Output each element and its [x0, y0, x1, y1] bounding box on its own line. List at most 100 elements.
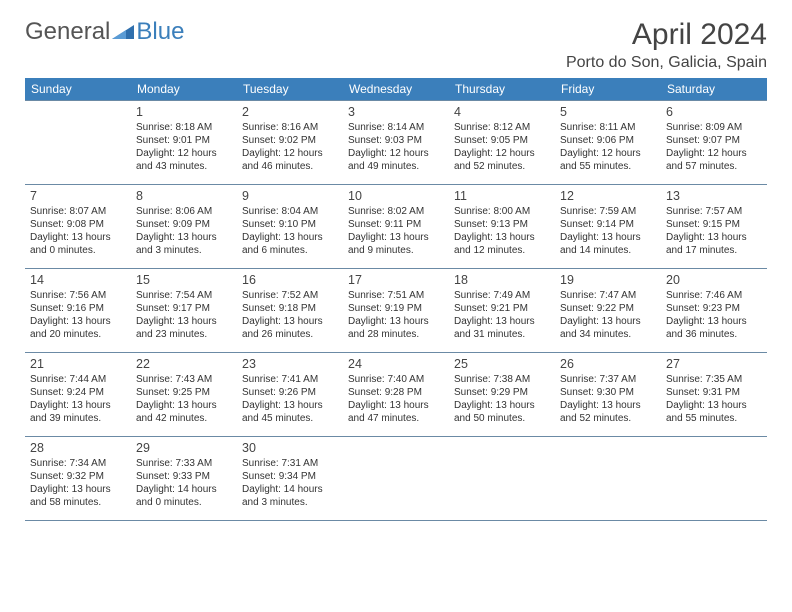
logo-text-1: General [25, 18, 110, 46]
day-number: 15 [136, 272, 232, 288]
sunset-text: Sunset: 9:34 PM [242, 470, 338, 483]
sunset-text: Sunset: 9:18 PM [242, 302, 338, 315]
day-number: 16 [242, 272, 338, 288]
calendar-cell: 8Sunrise: 8:06 AMSunset: 9:09 PMDaylight… [131, 185, 237, 269]
calendar-cell: 25Sunrise: 7:38 AMSunset: 9:29 PMDayligh… [449, 353, 555, 437]
daylight-text: Daylight: 13 hours and 6 minutes. [242, 231, 338, 257]
day-number: 1 [136, 104, 232, 120]
sunset-text: Sunset: 9:25 PM [136, 386, 232, 399]
daylight-text: Daylight: 13 hours and 23 minutes. [136, 315, 232, 341]
calendar-row: 14Sunrise: 7:56 AMSunset: 9:16 PMDayligh… [25, 269, 767, 353]
daylight-text: Daylight: 14 hours and 0 minutes. [136, 483, 232, 509]
sunrise-text: Sunrise: 7:49 AM [454, 289, 550, 302]
logo: General Blue [25, 18, 184, 46]
sunrise-text: Sunrise: 7:44 AM [30, 373, 126, 386]
sunrise-text: Sunrise: 8:07 AM [30, 205, 126, 218]
sunrise-text: Sunrise: 7:59 AM [560, 205, 656, 218]
sunrise-text: Sunrise: 7:41 AM [242, 373, 338, 386]
calendar-cell: 4Sunrise: 8:12 AMSunset: 9:05 PMDaylight… [449, 101, 555, 185]
sunset-text: Sunset: 9:31 PM [666, 386, 762, 399]
sunrise-text: Sunrise: 8:04 AM [242, 205, 338, 218]
sunset-text: Sunset: 9:01 PM [136, 134, 232, 147]
daylight-text: Daylight: 13 hours and 45 minutes. [242, 399, 338, 425]
sunset-text: Sunset: 9:17 PM [136, 302, 232, 315]
sunset-text: Sunset: 9:03 PM [348, 134, 444, 147]
day-number: 6 [666, 104, 762, 120]
daylight-text: Daylight: 13 hours and 28 minutes. [348, 315, 444, 341]
day-number: 19 [560, 272, 656, 288]
calendar-cell: 21Sunrise: 7:44 AMSunset: 9:24 PMDayligh… [25, 353, 131, 437]
day-number: 29 [136, 440, 232, 456]
day-number: 14 [30, 272, 126, 288]
daylight-text: Daylight: 12 hours and 52 minutes. [454, 147, 550, 173]
calendar-cell: 24Sunrise: 7:40 AMSunset: 9:28 PMDayligh… [343, 353, 449, 437]
col-thursday: Thursday [449, 78, 555, 101]
sunrise-text: Sunrise: 7:47 AM [560, 289, 656, 302]
calendar-cell: 18Sunrise: 7:49 AMSunset: 9:21 PMDayligh… [449, 269, 555, 353]
col-monday: Monday [131, 78, 237, 101]
day-number: 13 [666, 188, 762, 204]
day-number: 22 [136, 356, 232, 372]
sunset-text: Sunset: 9:19 PM [348, 302, 444, 315]
sunset-text: Sunset: 9:07 PM [666, 134, 762, 147]
day-number: 11 [454, 188, 550, 204]
sunset-text: Sunset: 9:09 PM [136, 218, 232, 231]
sunrise-text: Sunrise: 8:09 AM [666, 121, 762, 134]
calendar-row: 7Sunrise: 8:07 AMSunset: 9:08 PMDaylight… [25, 185, 767, 269]
weekday-header-row: Sunday Monday Tuesday Wednesday Thursday… [25, 78, 767, 101]
day-number: 28 [30, 440, 126, 456]
sunset-text: Sunset: 9:29 PM [454, 386, 550, 399]
daylight-text: Daylight: 12 hours and 57 minutes. [666, 147, 762, 173]
col-wednesday: Wednesday [343, 78, 449, 101]
daylight-text: Daylight: 12 hours and 46 minutes. [242, 147, 338, 173]
sunrise-text: Sunrise: 7:54 AM [136, 289, 232, 302]
calendar-cell: 6Sunrise: 8:09 AMSunset: 9:07 PMDaylight… [661, 101, 767, 185]
sunset-text: Sunset: 9:33 PM [136, 470, 232, 483]
sunset-text: Sunset: 9:21 PM [454, 302, 550, 315]
calendar-cell: 11Sunrise: 8:00 AMSunset: 9:13 PMDayligh… [449, 185, 555, 269]
sunset-text: Sunset: 9:24 PM [30, 386, 126, 399]
sunset-text: Sunset: 9:23 PM [666, 302, 762, 315]
sunset-text: Sunset: 9:16 PM [30, 302, 126, 315]
calendar-cell: 12Sunrise: 7:59 AMSunset: 9:14 PMDayligh… [555, 185, 661, 269]
calendar-cell: 30Sunrise: 7:31 AMSunset: 9:34 PMDayligh… [237, 437, 343, 521]
sunset-text: Sunset: 9:06 PM [560, 134, 656, 147]
col-tuesday: Tuesday [237, 78, 343, 101]
daylight-text: Daylight: 13 hours and 36 minutes. [666, 315, 762, 341]
calendar-cell: 17Sunrise: 7:51 AMSunset: 9:19 PMDayligh… [343, 269, 449, 353]
sunrise-text: Sunrise: 7:31 AM [242, 457, 338, 470]
day-number: 25 [454, 356, 550, 372]
calendar-row: 28Sunrise: 7:34 AMSunset: 9:32 PMDayligh… [25, 437, 767, 521]
sunset-text: Sunset: 9:05 PM [454, 134, 550, 147]
col-saturday: Saturday [661, 78, 767, 101]
calendar-cell: 19Sunrise: 7:47 AMSunset: 9:22 PMDayligh… [555, 269, 661, 353]
calendar-cell: 3Sunrise: 8:14 AMSunset: 9:03 PMDaylight… [343, 101, 449, 185]
daylight-text: Daylight: 13 hours and 12 minutes. [454, 231, 550, 257]
sunset-text: Sunset: 9:15 PM [666, 218, 762, 231]
day-number: 4 [454, 104, 550, 120]
sunrise-text: Sunrise: 7:43 AM [136, 373, 232, 386]
calendar-cell [449, 437, 555, 521]
daylight-text: Daylight: 14 hours and 3 minutes. [242, 483, 338, 509]
sunrise-text: Sunrise: 8:02 AM [348, 205, 444, 218]
sunset-text: Sunset: 9:13 PM [454, 218, 550, 231]
sunset-text: Sunset: 9:08 PM [30, 218, 126, 231]
day-number: 21 [30, 356, 126, 372]
calendar-cell: 1Sunrise: 8:18 AMSunset: 9:01 PMDaylight… [131, 101, 237, 185]
calendar-cell [25, 101, 131, 185]
daylight-text: Daylight: 13 hours and 50 minutes. [454, 399, 550, 425]
day-number: 2 [242, 104, 338, 120]
day-number: 12 [560, 188, 656, 204]
daylight-text: Daylight: 13 hours and 39 minutes. [30, 399, 126, 425]
sunrise-text: Sunrise: 7:35 AM [666, 373, 762, 386]
month-title: April 2024 [566, 18, 767, 52]
sunrise-text: Sunrise: 8:11 AM [560, 121, 656, 134]
day-number: 8 [136, 188, 232, 204]
day-number: 20 [666, 272, 762, 288]
calendar-cell: 7Sunrise: 8:07 AMSunset: 9:08 PMDaylight… [25, 185, 131, 269]
sunrise-text: Sunrise: 8:16 AM [242, 121, 338, 134]
calendar-row: 21Sunrise: 7:44 AMSunset: 9:24 PMDayligh… [25, 353, 767, 437]
calendar-cell: 22Sunrise: 7:43 AMSunset: 9:25 PMDayligh… [131, 353, 237, 437]
calendar-cell: 23Sunrise: 7:41 AMSunset: 9:26 PMDayligh… [237, 353, 343, 437]
calendar-cell: 9Sunrise: 8:04 AMSunset: 9:10 PMDaylight… [237, 185, 343, 269]
